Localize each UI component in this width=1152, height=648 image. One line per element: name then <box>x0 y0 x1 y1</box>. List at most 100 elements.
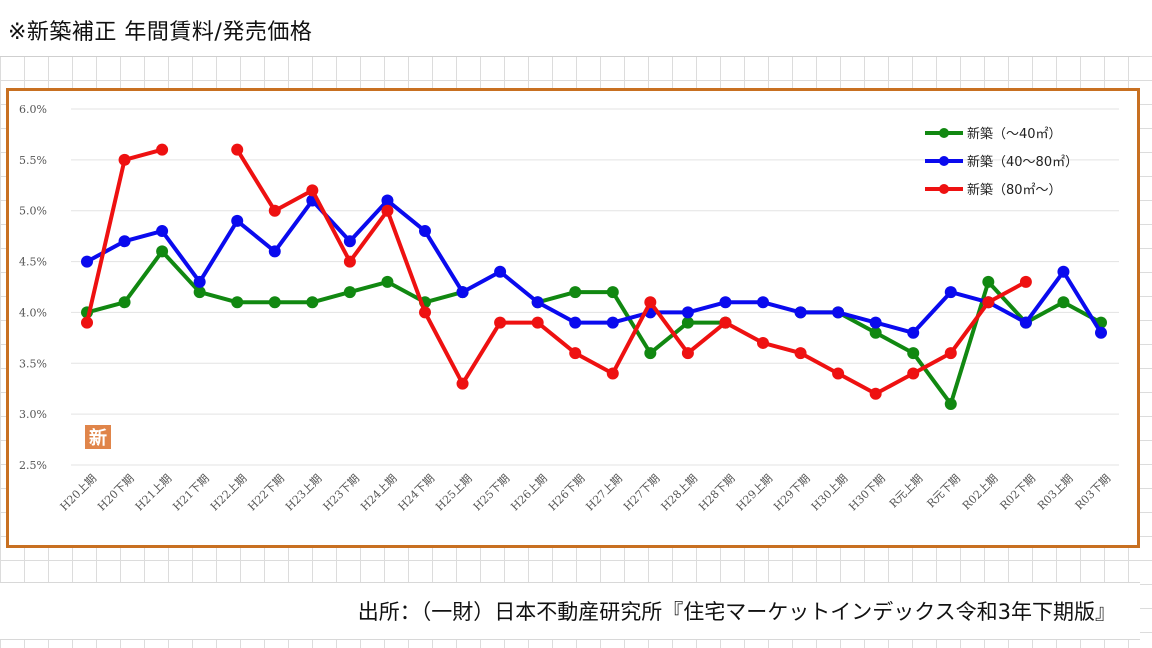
series-point <box>381 275 394 288</box>
series-point <box>531 296 544 309</box>
source-citation: 出所：（一財）日本不動産研究所『住宅マーケットインデックス令和3年下期版』 <box>357 600 1116 624</box>
x-tick-label: R02下期 <box>998 472 1039 513</box>
series-line <box>800 279 1102 406</box>
series-point <box>343 235 356 248</box>
series-point <box>681 306 694 319</box>
series-point <box>81 255 93 268</box>
x-tick-label: H21上期 <box>133 472 174 513</box>
series-point <box>907 326 920 339</box>
series-line <box>235 148 1027 396</box>
series-point <box>944 347 957 360</box>
x-tick-label: H23下期 <box>321 472 362 513</box>
legend-label: 新築（～40㎡） <box>967 126 1062 142</box>
series-line <box>537 290 726 356</box>
series-point <box>606 286 619 299</box>
legend-marker <box>939 156 949 166</box>
series-point <box>118 235 131 248</box>
series-line <box>86 198 1103 335</box>
y-tick-label: 3.5% <box>19 357 47 370</box>
x-tick-label: H28上期 <box>659 472 700 513</box>
line-chart: 2.5% 3.0% 3.5% 4.0% 4.5% 5.0% 5.5% 6.0% H20上期H20… <box>19 103 1119 513</box>
chart-frame: 2.5% 3.0% 3.5% 4.0% 4.5% 5.0% 5.5% 6.0% H20上期 H20… <box>6 88 1140 548</box>
series-point <box>231 296 244 309</box>
y-tick-label: 4.5% <box>19 256 47 269</box>
series-point <box>606 316 619 329</box>
series-point <box>644 296 657 309</box>
series-point <box>268 296 281 309</box>
series-point <box>869 326 882 339</box>
title-divider <box>0 56 1140 57</box>
series-point <box>606 367 619 380</box>
series-point <box>118 296 131 309</box>
series-point <box>118 153 131 166</box>
x-tick-label: H22上期 <box>208 472 249 513</box>
series-point <box>569 316 582 329</box>
series-point <box>907 367 920 380</box>
series-point <box>231 214 244 227</box>
series-point <box>456 377 469 390</box>
x-tick-label: H20上期 <box>58 472 99 513</box>
x-tick-label: H30下期 <box>846 472 887 513</box>
series-point <box>268 245 281 258</box>
x-tick-label: H27上期 <box>583 472 624 513</box>
series-point <box>982 296 995 309</box>
x-tick-label: H25上期 <box>433 472 474 513</box>
series-point <box>156 143 169 156</box>
series-point <box>719 316 732 329</box>
series-point <box>381 194 394 207</box>
series-point <box>719 296 732 309</box>
series-point <box>1057 296 1070 309</box>
legend-marker <box>939 184 949 194</box>
series-point <box>944 286 957 299</box>
series-point <box>832 367 845 380</box>
x-tick-label: R03上期 <box>1035 472 1076 513</box>
series-point <box>456 286 469 299</box>
series-point <box>869 316 882 329</box>
series-point <box>306 296 319 309</box>
series-point <box>794 306 807 319</box>
series-point <box>419 225 431 238</box>
series-point <box>681 347 694 360</box>
series-point <box>494 265 507 278</box>
x-tick-label: H26下期 <box>546 472 587 513</box>
series-point <box>1019 316 1032 329</box>
series-point <box>531 316 544 329</box>
series-point <box>757 296 769 309</box>
x-tick-label: H21下期 <box>170 472 211 513</box>
legend-label: 新築（80㎡～） <box>967 182 1062 198</box>
x-tick-label: H25下期 <box>471 472 512 513</box>
x-tick-label: H22下期 <box>245 472 286 513</box>
legend-marker <box>939 128 949 138</box>
series-point <box>757 336 769 349</box>
series-point <box>343 286 356 299</box>
legend-label: 新築（40～80㎡） <box>967 154 1078 170</box>
series-point <box>1019 275 1032 288</box>
x-tick-label: H29上期 <box>734 472 775 513</box>
series-point <box>681 316 694 329</box>
y-tick-label: 3.0% <box>19 408 47 421</box>
new-badge: 新 <box>85 425 111 449</box>
y-tick-label: 4.0% <box>19 306 47 319</box>
x-tick-label: R元上期 <box>887 472 925 510</box>
x-tick-label: H24下期 <box>396 472 437 513</box>
series-point <box>869 387 882 400</box>
x-tick-label: R元下期 <box>925 472 963 510</box>
page-title: ※新築補正 年間賃料/発売価格 <box>8 20 313 45</box>
x-tick-label: H28下期 <box>696 472 737 513</box>
x-tick-label: H27下期 <box>621 472 662 513</box>
series-point <box>156 225 169 238</box>
series-point <box>268 204 281 217</box>
source-band <box>0 582 1140 640</box>
series-point <box>494 316 507 329</box>
series-point <box>832 306 845 319</box>
series-point <box>1057 265 1070 278</box>
series-point <box>569 347 582 360</box>
y-tick-label: 5.0% <box>19 205 47 218</box>
series-point <box>794 347 807 360</box>
series-point <box>81 316 93 329</box>
y-tick-label: 5.5% <box>19 154 47 167</box>
series-point <box>419 306 431 319</box>
x-tick-label: H24上期 <box>358 472 399 513</box>
x-tick-label: H30上期 <box>809 472 850 513</box>
series-point <box>907 347 920 360</box>
